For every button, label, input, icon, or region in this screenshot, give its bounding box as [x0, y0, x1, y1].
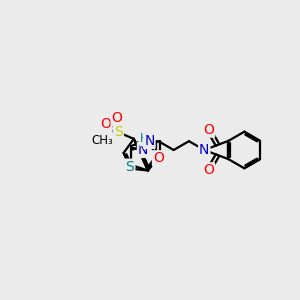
Text: CH₃: CH₃	[92, 134, 113, 147]
Text: O: O	[203, 123, 214, 137]
Text: S: S	[114, 125, 123, 140]
Text: N: N	[199, 143, 209, 157]
Text: S: S	[126, 160, 134, 174]
Text: N: N	[138, 143, 148, 157]
Text: N: N	[144, 134, 154, 148]
Text: H: H	[140, 132, 149, 145]
Text: O: O	[203, 163, 214, 177]
Text: O: O	[112, 111, 122, 125]
Text: O: O	[153, 151, 164, 165]
Text: O: O	[101, 117, 112, 131]
